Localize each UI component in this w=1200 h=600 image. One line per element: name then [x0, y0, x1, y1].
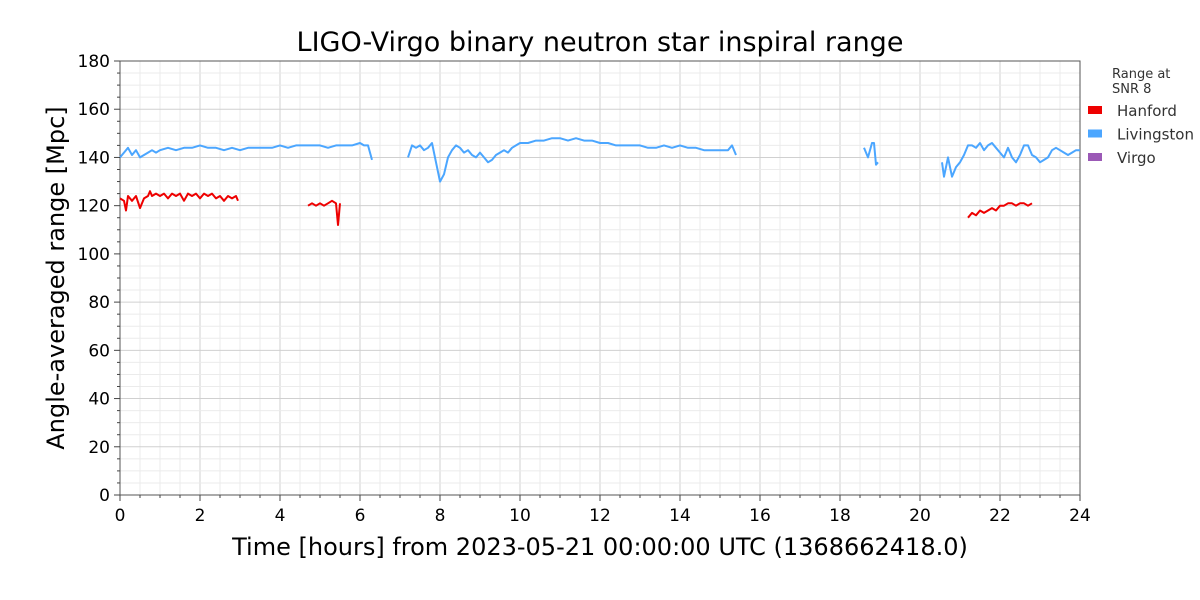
legend-swatch-livingston	[1088, 129, 1102, 138]
series-line-hanford	[119, 190, 239, 212]
x-tick-label: 10	[509, 506, 531, 526]
x-tick-label: 2	[195, 506, 206, 526]
x-axis: 0 2 4 6 8 10 12 14 16 18 20 22 24	[115, 495, 1091, 526]
y-tick-label: 140	[78, 148, 110, 168]
series-line-livingston	[863, 142, 879, 166]
x-tick-label: 14	[669, 506, 691, 526]
series-line-hanford	[967, 202, 1033, 219]
series-line-livingston	[407, 137, 737, 183]
y-tick-label: 180	[78, 52, 110, 72]
series-layer	[119, 137, 1080, 226]
y-tick-label: 120	[78, 197, 110, 217]
y-tick-label: 20	[88, 438, 110, 458]
legend-title-line-1: Range at	[1112, 67, 1170, 82]
legend: Range at SNR 8 Hanford Livingston Virgo	[1088, 67, 1194, 167]
y-tick-label: 60	[88, 341, 110, 361]
y-axis-label: Angle-averaged range [Mpc]	[42, 106, 70, 449]
y-tick-label: 100	[78, 245, 110, 265]
x-tick-label: 22	[989, 506, 1011, 526]
x-tick-label: 18	[829, 506, 851, 526]
x-tick-label: 6	[355, 506, 366, 526]
legend-label-livingston: Livingston	[1117, 126, 1194, 144]
y-tick-label: 80	[88, 293, 110, 313]
y-tick-label: 40	[88, 390, 110, 410]
x-tick-label: 12	[589, 506, 611, 526]
legend-label-hanford: Hanford	[1117, 102, 1177, 120]
x-tick-label: 4	[275, 506, 286, 526]
legend-items: Hanford Livingston Virgo	[1088, 102, 1194, 167]
series-line-hanford	[307, 199, 341, 226]
legend-swatch-virgo	[1088, 153, 1102, 161]
x-tick-label: 8	[435, 506, 446, 526]
y-tick-label: 160	[78, 100, 110, 120]
series-line-livingston	[119, 142, 373, 161]
legend-title-line-2: SNR 8	[1112, 82, 1151, 97]
x-tick-label: 16	[749, 506, 771, 526]
x-tick-label: 20	[909, 506, 931, 526]
legend-label-virgo: Virgo	[1117, 149, 1156, 167]
series-line-livingston	[941, 142, 1080, 178]
grid-lines	[119, 60, 1081, 496]
y-axis: 0 20 40 60 80 100 120 140 160 180	[78, 52, 120, 506]
x-tick-label: 24	[1069, 506, 1091, 526]
y-tick-label: 0	[99, 486, 110, 506]
x-tick-label: 0	[115, 506, 126, 526]
legend-swatch-hanford	[1088, 106, 1102, 114]
x-axis-label: Time [hours] from 2023-05-21 00:00:00 UT…	[231, 533, 968, 561]
chart-title: LIGO-Virgo binary neutron star inspiral …	[297, 27, 904, 58]
